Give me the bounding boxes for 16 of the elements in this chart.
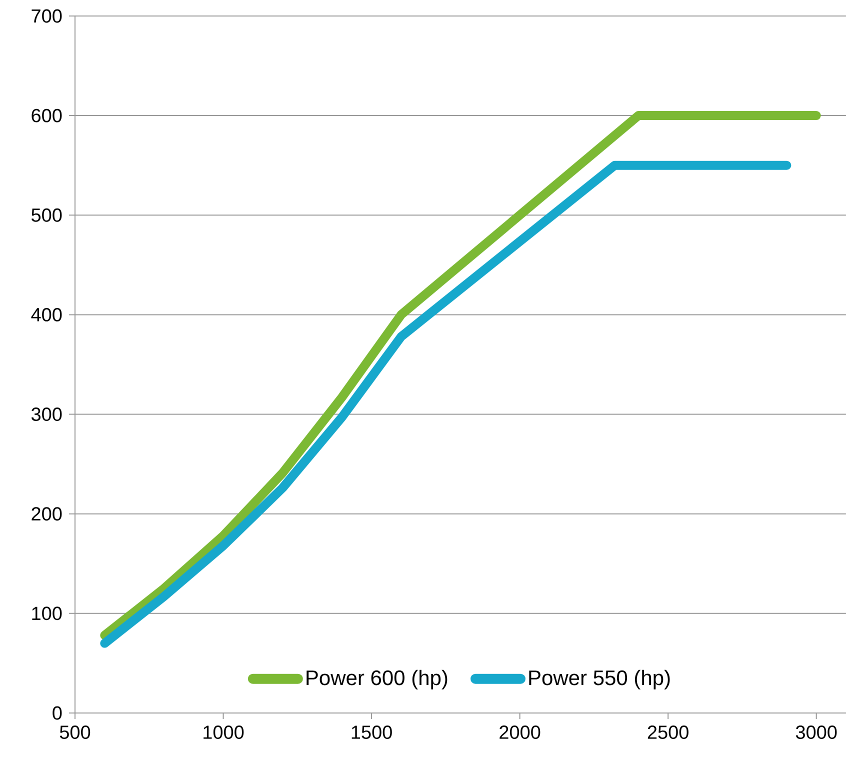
x-tick-label: 2000 [500, 726, 540, 739]
y-tick-label: 400 [31, 308, 62, 322]
y-tick-label: 100 [32, 606, 62, 620]
legend-label: Power 600 (hp) [306, 670, 448, 690]
y-tick-label: 0 [52, 706, 62, 720]
x-tick-label: 2500 [648, 726, 688, 739]
y-tick-label: 700 [32, 9, 62, 23]
y-tick-label: 600 [32, 108, 62, 122]
x-tick-label: 3000 [796, 726, 837, 739]
legend-label: Power 550 (hp) [529, 670, 670, 690]
y-tick-label: 200 [32, 507, 62, 521]
y-tick-label: 300 [31, 408, 62, 421]
x-tick-label: 500 [60, 726, 90, 739]
y-tick-label: 500 [32, 208, 62, 222]
x-tick-label: 1500 [352, 726, 392, 739]
x-tick-label: 1000 [204, 726, 244, 739]
